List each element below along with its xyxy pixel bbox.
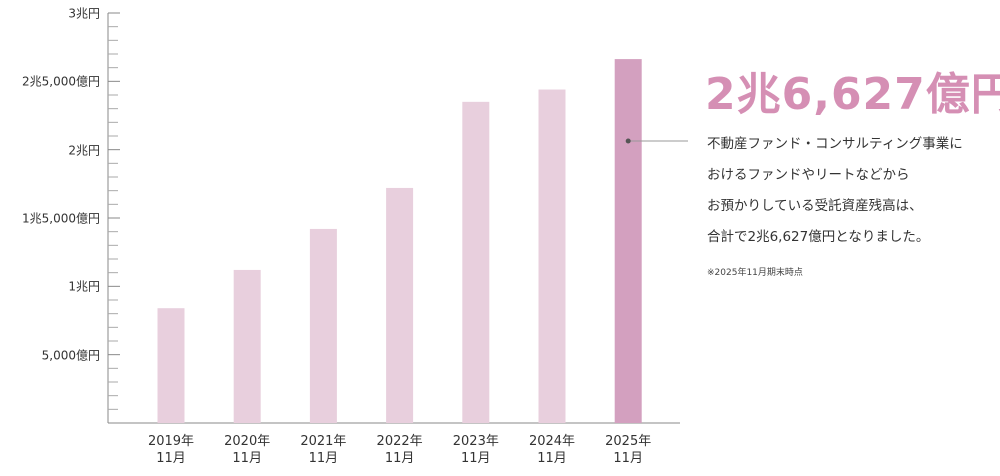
bar	[233, 269, 261, 423]
bar	[538, 89, 566, 424]
x-tick-label: 2021年11月	[300, 434, 347, 466]
headline: 2兆6,627億円	[705, 69, 1000, 120]
x-tick-label: 2024年11月	[528, 434, 576, 466]
x-tick-label: 2020年11月	[224, 434, 271, 466]
y-tick-label: 1兆5,000億円	[22, 211, 100, 226]
leader-dot	[625, 138, 631, 144]
annotation-line: おけるファンドやリートなどから	[707, 167, 910, 183]
y-tick-label: 1兆円	[68, 279, 100, 294]
y-tick-label: 5,000億円	[41, 348, 100, 363]
y-tick-label: 3兆円	[68, 6, 100, 21]
x-tick-label: 2023年11月	[452, 434, 499, 466]
annotation-line: 不動産ファンド・コンサルティング事業に	[707, 136, 963, 152]
bar	[309, 228, 337, 423]
annotation-note: ※2025年11月期末時点	[707, 268, 803, 278]
x-tick-label: 2022年11月	[376, 434, 423, 466]
annotation-line: 合計で2兆6,627億円となりました。	[707, 229, 930, 245]
x-tick-label: 2019年11月	[147, 434, 195, 466]
bar	[386, 187, 414, 423]
bar	[614, 59, 642, 424]
bar	[462, 101, 490, 423]
annotation-line: お預かりしている受託資産残高は、	[707, 198, 923, 214]
x-tick-label: 2025年11月	[605, 434, 652, 466]
y-tick-label: 2兆5,000億円	[22, 74, 100, 89]
bar	[157, 308, 185, 423]
y-tick-label: 2兆円	[68, 143, 100, 158]
